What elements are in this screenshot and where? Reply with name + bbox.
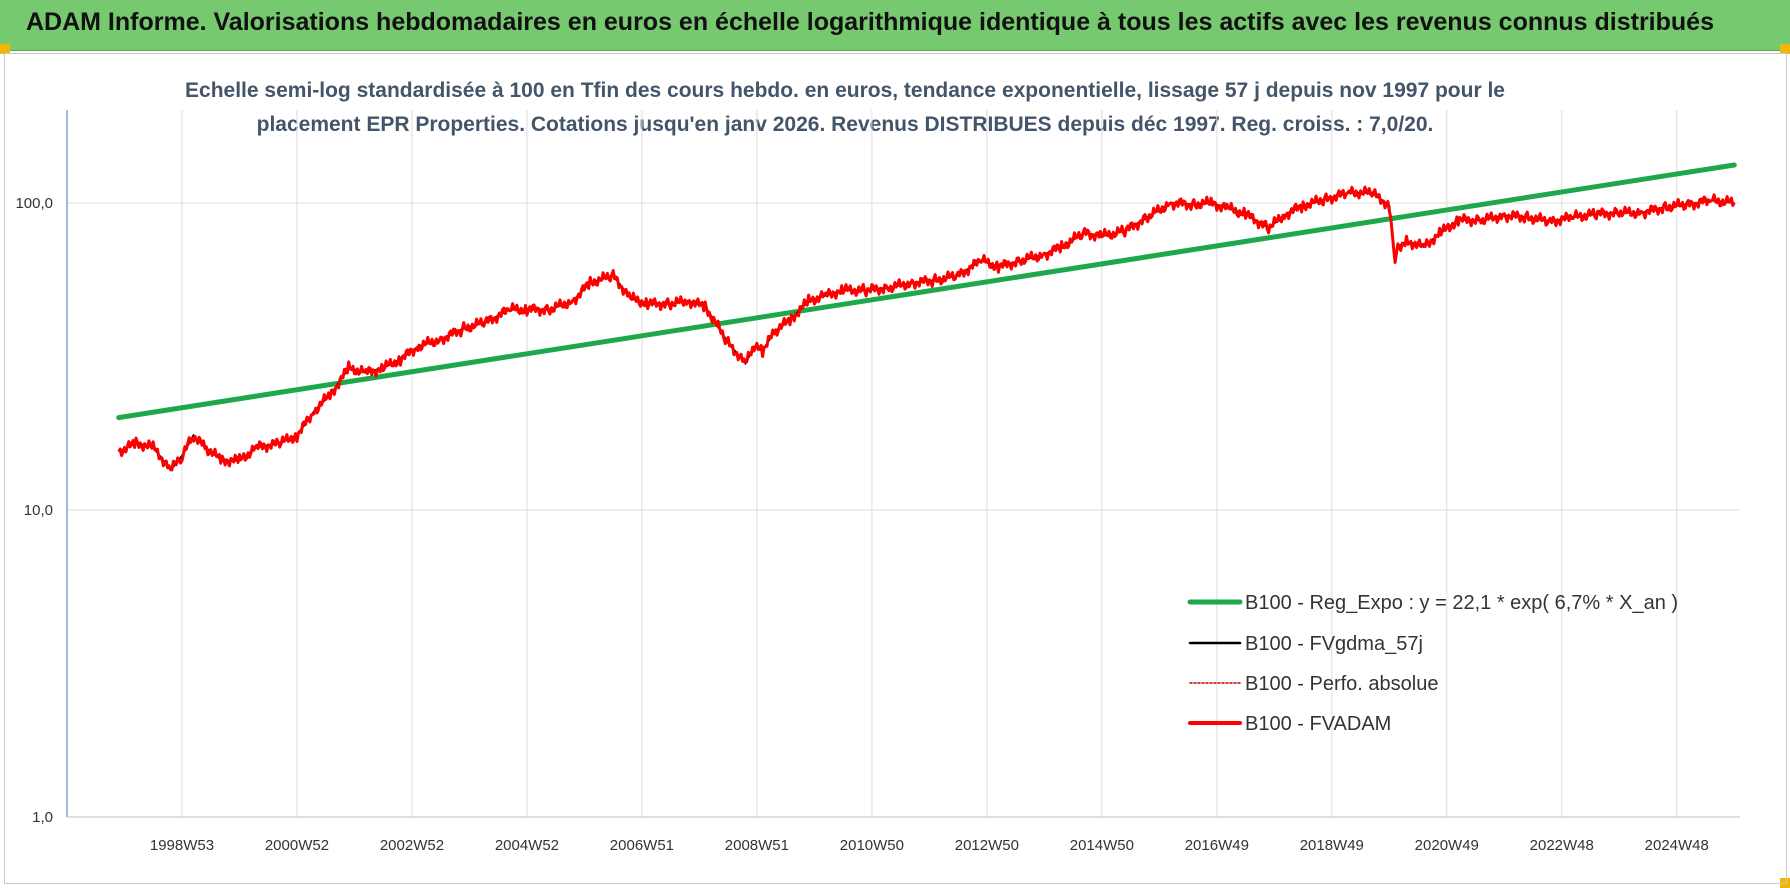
chart-legend: B100 - Reg_Expo : y = 22,1 * exp( 6,7% *… xyxy=(1187,592,1678,735)
x-tick-label: 2014W50 xyxy=(1070,837,1134,854)
series-line-trend xyxy=(116,162,1737,421)
legend-label-fvadam: B100 - FVADAM xyxy=(1245,713,1391,735)
legend-label-smooth: B100 - FVgdma_57j xyxy=(1245,633,1423,655)
y-tick-label: 100,0 xyxy=(15,195,53,212)
chart-frame xyxy=(4,53,1787,884)
series-line-perfo xyxy=(118,185,1735,471)
x-tick-label: 2002W52 xyxy=(380,837,444,854)
legend-label-trend: B100 - Reg_Expo : y = 22,1 * exp( 6,7% *… xyxy=(1245,592,1678,614)
x-tick-label: 2020W49 xyxy=(1415,837,1479,854)
report-title: ADAM Informe. Valorisations hebdomadaire… xyxy=(26,8,1714,36)
x-tick-label: 2000W52 xyxy=(265,837,329,854)
grid-lines xyxy=(67,110,1740,817)
series-line-fvadam xyxy=(117,185,1736,472)
series-line-smooth xyxy=(118,191,1735,472)
y-tick-label: 1,0 xyxy=(32,809,53,826)
title-bar: ADAM Informe. Valorisations hebdomadaire… xyxy=(0,0,1790,51)
x-tick-label: 2010W50 xyxy=(840,837,904,854)
y-tick-label: 10,0 xyxy=(24,502,53,519)
x-tick-label: 2008W51 xyxy=(725,837,789,854)
x-tick-label: 2004W52 xyxy=(495,837,559,854)
legend-label-perfo: B100 - Perfo. absolue xyxy=(1245,673,1438,695)
x-tick-label: 2022W48 xyxy=(1530,837,1594,854)
series-lines xyxy=(116,162,1737,472)
x-tick-label: 2018W49 xyxy=(1300,837,1364,854)
chart-subtitle-line2: placement EPR Properties. Cotations jusq… xyxy=(256,113,1434,136)
x-tick-label: 2012W50 xyxy=(955,837,1019,854)
corner-marker-left xyxy=(0,44,10,54)
x-tick-label: 2024W48 xyxy=(1645,837,1709,854)
axes xyxy=(66,110,1740,818)
x-axis-ticks: 1998W53 2000W52 2002W52 2004W52 2006W51 2008W… xyxy=(150,837,1709,854)
x-tick-label: 1998W53 xyxy=(150,837,214,854)
chart-subtitle: Echelle semi-log standardisée à 100 en T… xyxy=(120,74,1570,142)
x-tick-label: 2016W49 xyxy=(1185,837,1249,854)
y-axis-ticks: 1,0 10,0 100,0 xyxy=(15,195,53,826)
x-tick-label: 2006W51 xyxy=(610,837,674,854)
chart-subtitle-line1: Echelle semi-log standardisée à 100 en T… xyxy=(185,79,1505,102)
corner-marker-right xyxy=(1780,44,1790,54)
